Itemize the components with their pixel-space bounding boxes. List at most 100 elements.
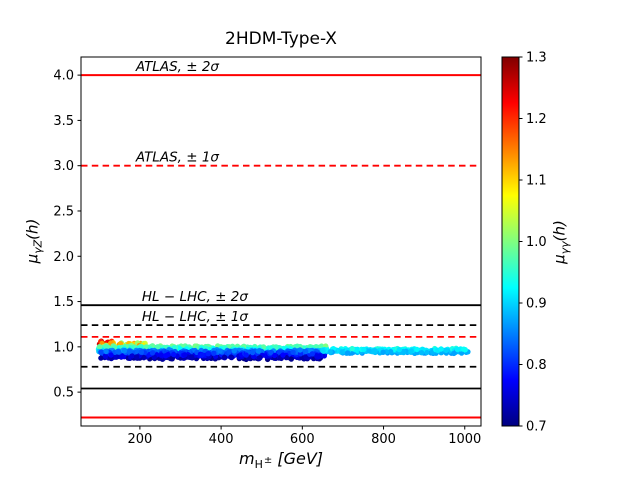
scatter-point: [169, 356, 175, 362]
scatter-point: [115, 349, 122, 355]
scatter-point: [396, 346, 402, 353]
scatter-point: [171, 351, 177, 358]
scatter-point: [211, 350, 217, 356]
scatter-points: [95, 338, 471, 363]
scatter-point: [257, 355, 263, 361]
atlas-1sigma-upper-label: ATLAS, ± 1σ: [135, 150, 220, 166]
y-tick-label: 2.5: [53, 204, 74, 219]
scatter-point: [408, 348, 414, 354]
colorbar-tick-label: 1.1: [526, 174, 547, 189]
y-tick-label: 2.0: [53, 250, 74, 265]
scatter-point: [418, 350, 425, 356]
scatter-point: [316, 353, 322, 360]
scatter-point: [129, 353, 135, 359]
scatter-point: [414, 346, 420, 353]
scatter-point: [103, 343, 109, 350]
colorbar-gradient: [501, 56, 520, 427]
colorbar-tick-label: 1.2: [526, 112, 547, 127]
x-ticks: 200 400 600 800 1000: [127, 426, 481, 447]
colorbar-label-suffix: (h): [550, 220, 569, 242]
colorbar-tick-label: 0.8: [526, 358, 547, 373]
y-tick-label: 4.0: [53, 69, 74, 84]
colorbar-tick-label: 0.7: [526, 420, 547, 435]
colorbar-tick-label: 1.3: [526, 51, 547, 66]
limit-lines: ATLAS, ± 2σ ATLAS, ± 1σ HL − LHC, ± 2σ HL −…: [81, 59, 481, 419]
scatter-point: [149, 350, 156, 356]
colorbar-label: μγγ(h): [551, 220, 572, 264]
scatter-band-cyan-tail: [320, 345, 471, 357]
scatter-point: [199, 352, 205, 358]
scatter-point: [451, 350, 457, 357]
x-tick-label: 600: [290, 432, 315, 447]
y-tick-label: 1.5: [53, 295, 74, 310]
x-tick-label: 1000: [448, 432, 481, 447]
scatter-point: [454, 346, 461, 353]
scatter-point: [271, 352, 278, 359]
scatter-point: [217, 348, 223, 354]
scatter-point: [243, 352, 249, 358]
scatter-point: [102, 353, 109, 359]
y-tick-label: 0.5: [53, 386, 74, 401]
y-ticks: 0.5 1.0 1.5 2.0 2.5 3.0 3.5 4.0: [53, 69, 81, 401]
scatter-point: [138, 349, 144, 355]
x-axis-label: mH± [GeV]: [81, 449, 481, 471]
scatter-point: [127, 348, 133, 354]
scatter-point: [226, 349, 232, 355]
scatter-point: [141, 354, 147, 361]
y-axis-label-suffix: (h): [23, 218, 42, 240]
scatter-point: [438, 346, 444, 352]
scatter-point: [268, 349, 274, 356]
scatter-point: [309, 351, 315, 357]
scatter-point: [371, 348, 377, 354]
scatter-point: [154, 344, 161, 350]
x-axis-label-base: m: [238, 449, 255, 468]
scatter-point: [344, 350, 351, 356]
x-axis-label-unit: [GeV]: [277, 449, 324, 468]
colorbar-label-sub: γγ: [558, 241, 572, 255]
scatter-point: [98, 355, 104, 361]
y-axis-label: μγZ(h): [24, 219, 45, 264]
scatter-point: [143, 344, 149, 350]
colorbar-tick-label: 0.9: [526, 297, 547, 312]
scatter-point: [303, 348, 309, 355]
scatter-point: [255, 348, 261, 354]
scatter-point: [380, 349, 386, 355]
y-tick-label: 3.0: [53, 159, 74, 174]
scatter-point: [231, 348, 237, 354]
colorbar-label-base: μ: [550, 254, 569, 264]
scatter-point: [188, 354, 195, 360]
scatter-point: [228, 354, 234, 360]
scatter-point: [221, 354, 228, 361]
scatter-point: [297, 347, 303, 353]
scatter-point: [151, 354, 157, 360]
y-tick-label: 1.0: [53, 340, 74, 355]
scatter-point: [133, 354, 140, 360]
scatter-point: [103, 348, 109, 355]
scatter-point: [121, 348, 128, 354]
scatter-point: [158, 352, 165, 358]
y-axis-label-sub: γZ: [31, 239, 45, 254]
scatter-point: [424, 349, 430, 356]
x-tick-label: 200: [127, 432, 152, 447]
scatter-point: [366, 348, 373, 354]
scatter-point: [280, 352, 286, 358]
atlas-2sigma-upper-label: ATLAS, ± 2σ: [135, 59, 220, 75]
colorbar-tick-label: 1.0: [526, 235, 547, 250]
scatter-band-blue-bulk: [98, 347, 328, 363]
x-tick-label: 400: [209, 432, 234, 447]
hllhc-1sigma-upper-label: HL − LHC, ± 1σ: [142, 309, 248, 325]
scatter-point: [165, 351, 171, 358]
scatter-point: [303, 354, 309, 360]
scatter-point: [361, 346, 367, 353]
y-axis-label-base: μ: [23, 253, 42, 264]
scatter-point: [288, 356, 294, 362]
chart-title: 2HDM-Type-X: [225, 29, 337, 49]
scatter-point: [461, 346, 467, 352]
scatter-point: [119, 353, 126, 359]
scatter-point: [388, 349, 394, 355]
scatter-point: [349, 345, 355, 352]
y-tick-label: 3.5: [53, 114, 74, 129]
x-tick-label: 800: [371, 432, 396, 447]
